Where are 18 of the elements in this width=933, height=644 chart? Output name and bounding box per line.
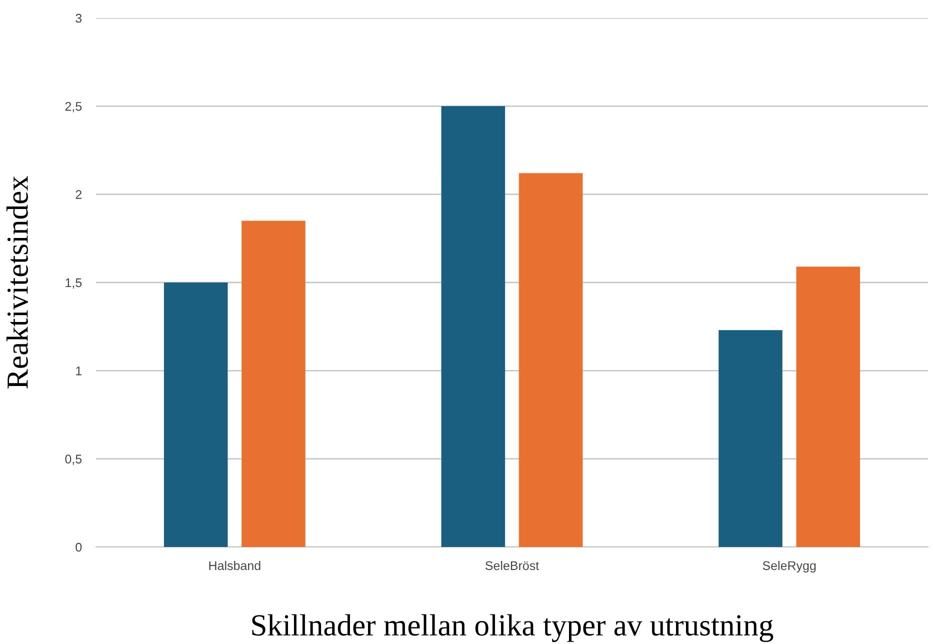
- x-tick-label: SeleRygg: [762, 560, 816, 573]
- y-tick-label: 1: [76, 366, 82, 376]
- y-tick-label: 2: [76, 190, 82, 199]
- y-tick-label: 3: [76, 14, 82, 23]
- x-axis-title: Skillnader mellan olika typer av utrustning: [252, 614, 774, 642]
- x-tick-label: Halsband: [209, 560, 260, 570]
- bar: [518, 173, 583, 547]
- x-tick-label: SeleBröst: [485, 560, 540, 570]
- y-tick-label: 1,5: [66, 278, 82, 289]
- y-tick-label: 2,5: [65, 102, 82, 112]
- bar: [441, 106, 506, 547]
- y-tick-label: 0,5: [65, 454, 82, 465]
- y-axis-title: Reaktivitetsindex: [6, 176, 28, 389]
- bar: [718, 330, 782, 547]
- bar: [164, 282, 228, 547]
- bar: [796, 266, 860, 547]
- bar: [242, 220, 306, 547]
- y-tick-label: 0: [76, 542, 82, 552]
